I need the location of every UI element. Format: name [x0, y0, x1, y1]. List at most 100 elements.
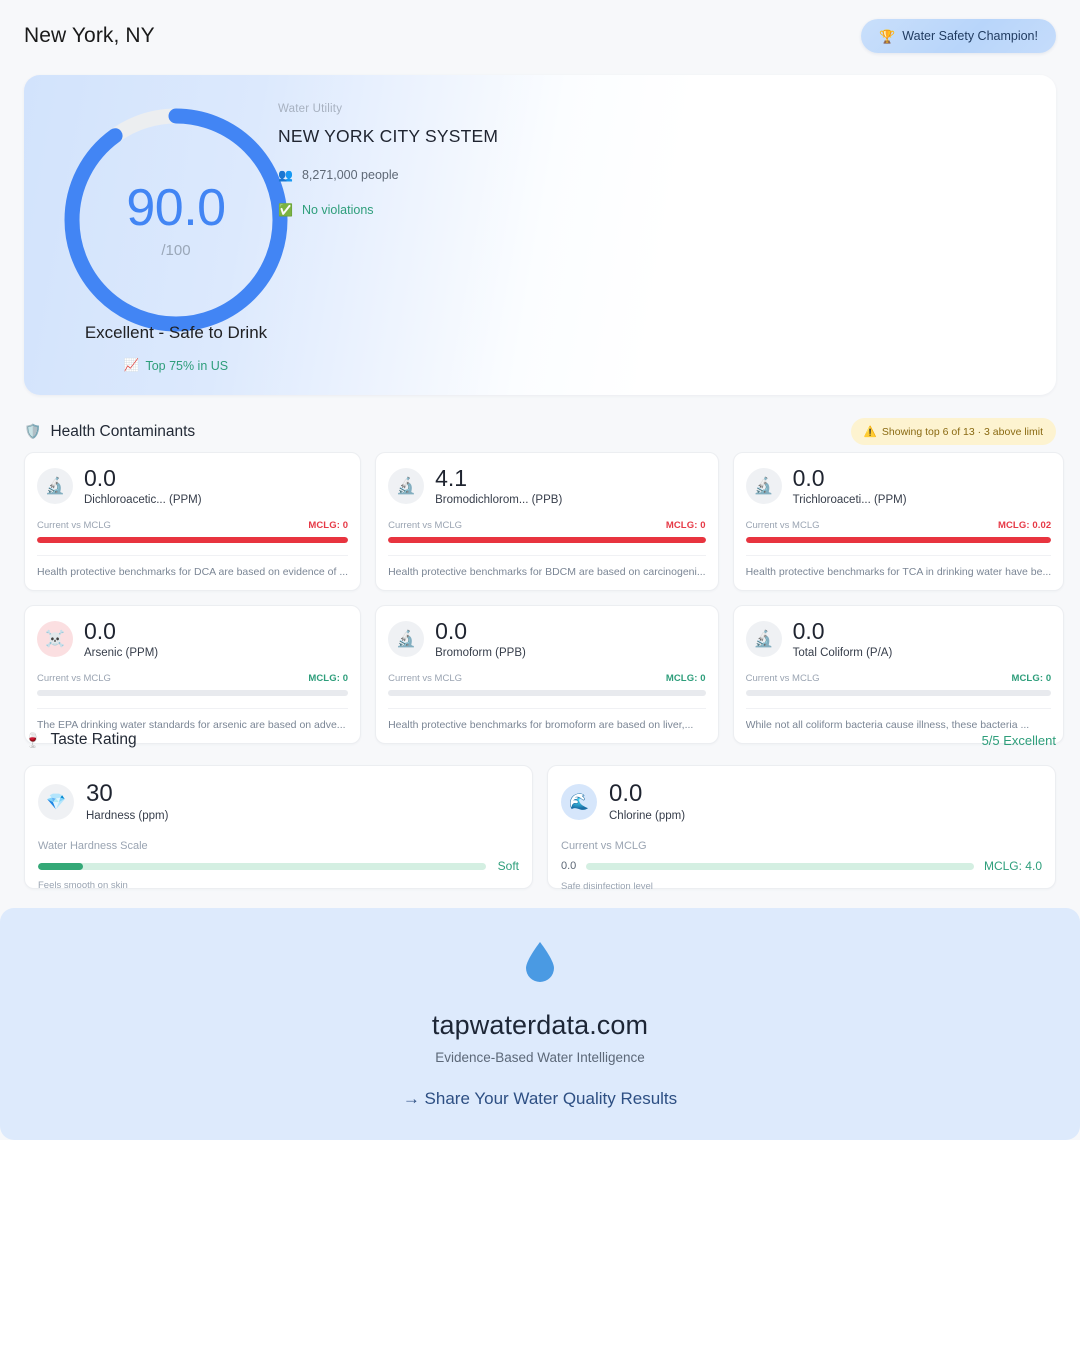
contaminant-meter-label: Current vs MCLG [745, 520, 820, 532]
contaminant-card: 🔬 4.1 Bromodichlorom... (PPB) Current vs MC… [375, 452, 719, 591]
chlorine-bar [586, 862, 974, 870]
utility-name: NEW YORK CITY SYSTEM [278, 126, 499, 146]
contaminant-card: 🔬 0.0 Trichloroaceti... (PPM) Current vs MC… [732, 452, 1065, 591]
trophy-icon: 🏆 [879, 28, 896, 44]
taste-title: Taste Rating [50, 731, 137, 748]
warning-icon: ⚠️ [863, 426, 877, 438]
contaminant-note: Health protective benchmarks for DCA are… [37, 555, 349, 580]
wine-glass-icon: 🍷 [24, 731, 42, 748]
contaminant-card: 🔬 0.0 Dichloroacetic... (PPM) Current vs MC… [24, 452, 362, 591]
score-ring-progress [64, 108, 288, 332]
contaminant-mclg: MCLG: 0.02 [997, 520, 1052, 532]
contaminant-card-text: 0.0 Dichloroacetic... (PPM) [84, 466, 202, 506]
hardness-value: 30 [86, 780, 113, 807]
contaminant-meter-row: Current vs MCLG MCLG: 0 [388, 673, 706, 684]
hardness-card-top: 💎 30 Hardness (ppm) [38, 781, 519, 822]
contaminant-mclg: MCLG: 0 [665, 672, 706, 684]
chlorine-name: Chlorine (ppm) [609, 810, 686, 823]
contaminant-card-top: 🔬 0.0 Total Coliform (P/A) [745, 619, 1052, 659]
score-ring-center: 90.0 /100 [46, 90, 306, 350]
wave-icon: 🌊 [561, 783, 597, 820]
chlorine-current: 0.0 [561, 860, 577, 873]
contaminant-bar-fill [745, 537, 1052, 544]
shield-icon: 🛡️ [24, 423, 42, 439]
score-verdict: Excellent - Safe to Drink [84, 323, 268, 342]
contaminant-card-text: 0.0 Arsenic (PPM) [84, 619, 158, 659]
contaminant-card-grid: 🔬 0.0 Dichloroacetic... (PPM) Current vs MC… [24, 452, 1065, 744]
microscope-icon: 🔬 [745, 468, 782, 505]
contaminant-name: Arsenic (PPM) [84, 646, 159, 659]
hardness-card-text: 30 Hardness (ppm) [86, 781, 168, 822]
contaminant-card-text: 0.0 Bromoform (PPB) [435, 619, 526, 659]
microscope-icon: 🔬 [37, 468, 73, 505]
contaminant-card: ☠️ 0.0 Arsenic (PPM) Current vs MCLG MCLG: 0… [24, 604, 362, 744]
contaminant-card-top: 🔬 4.1 Bromodichlorom... (PPB) [388, 466, 706, 506]
contaminant-bar [388, 689, 706, 696]
contaminant-card: 🔬 0.0 Total Coliform (P/A) Current vs MCLG M… [732, 604, 1065, 744]
utility-info: Water Utility NEW YORK CITY SYSTEM 👥 8,2… [278, 103, 498, 217]
contaminant-name: Dichloroacetic... (PPM) [84, 494, 202, 507]
contaminants-title-group: 🛡️ Health Contaminants [24, 423, 195, 441]
people-icon: 👥 [278, 168, 293, 182]
hardness-scale-label: Water Hardness Scale [38, 840, 148, 853]
violations-label: No violations [301, 203, 374, 217]
contaminant-bar [745, 537, 1052, 544]
utility-population: 👥 8,271,000 people [278, 168, 498, 182]
page-title: New York, NY [24, 24, 155, 47]
contaminant-card-top: 🔬 0.0 Bromoform (PPB) [388, 619, 706, 659]
score-ring-svg [64, 108, 288, 332]
contaminants-section-header: 🛡️ Health Contaminants ⚠️ Showing top 6 … [24, 418, 1056, 445]
skull-icon: ☠️ [37, 620, 73, 657]
chlorine-footnote: Safe disinfection level [561, 881, 653, 893]
contaminant-note: Health protective benchmarks for TCA in … [745, 555, 1052, 580]
chlorine-scale-label: Current vs MCLG [561, 840, 647, 853]
page-footer: tapwaterdata.com Evidence-Based Water In… [0, 908, 1080, 1140]
contaminant-bar-fill [37, 537, 349, 544]
taste-section-header: 🍷 Taste Rating 5/5 Excellent [24, 731, 1056, 749]
contaminant-meter-label: Current vs MCLG [37, 520, 111, 532]
share-results-link[interactable]: → Share Your Water Quality Results [402, 1089, 678, 1108]
contaminant-card-text: 0.0 Trichloroaceti... (PPM) [793, 466, 907, 506]
water-safety-champion-badge[interactable]: 🏆 Water Safety Champion! [861, 19, 1056, 53]
contaminant-value: 0.0 [435, 617, 468, 644]
contaminant-meter-row: Current vs MCLG MCLG: 0 [388, 520, 706, 531]
taste-title-group: 🍷 Taste Rating [24, 731, 137, 749]
contaminant-mclg: MCLG: 0 [308, 672, 349, 684]
hardness-meter-row: Soft [38, 859, 519, 873]
chlorine-card-top: 🌊 0.0 Chlorine (ppm) [561, 781, 1042, 822]
contaminant-note: Health protective benchmarks for bromofo… [388, 707, 706, 733]
chlorine-mclg: MCLG: 4.0 [983, 859, 1042, 874]
contaminant-mclg: MCLG: 0 [308, 520, 349, 532]
population-label: 8,271,000 people [301, 168, 399, 182]
contaminant-name: Trichloroaceti... (PPM) [792, 494, 907, 507]
page-header: New York, NY 🏆 Water Safety Champion! [0, 0, 1080, 72]
contaminant-card-top: 🔬 0.0 Dichloroacetic... (PPM) [37, 466, 348, 506]
taste-card-grid: 💎 30 Hardness (ppm) Water Hardness Scale… [24, 765, 1056, 893]
water-drop-svg [526, 942, 554, 982]
contaminant-value: 4.1 [435, 465, 468, 491]
score-denominator: /100 [161, 241, 191, 259]
utility-violations: ✅ No violations [278, 203, 498, 217]
contaminant-meter-label: Current vs MCLG [745, 672, 820, 684]
overall-score-card: 90.0 /100 Excellent - Safe to Drink 📈 To… [24, 75, 1056, 395]
contaminant-mclg: MCLG: 0 [665, 520, 706, 532]
contaminant-value: 0.0 [84, 617, 116, 644]
contaminant-name: Total Coliform (P/A) [792, 646, 893, 659]
chlorine-card-text: 0.0 Chlorine (ppm) [609, 781, 685, 822]
score-ring: 90.0 /100 [46, 90, 306, 350]
hardness-name: Hardness (ppm) [86, 810, 169, 823]
contaminant-value: 0.0 [792, 617, 825, 644]
contaminant-bar [745, 689, 1052, 696]
contaminant-meter-label: Current vs MCLG [37, 672, 111, 684]
chart-increasing-icon: 📈 [123, 358, 140, 372]
microscope-icon: 🔬 [388, 468, 425, 505]
score-value: 90.0 [126, 178, 226, 237]
chlorine-card: 🌊 0.0 Chlorine (ppm) Current vs MCLG 0.0… [547, 765, 1056, 893]
contaminant-bar [388, 537, 706, 544]
microscope-icon: 🔬 [745, 620, 782, 657]
brand-tagline: Evidence-Based Water Intelligence [435, 1050, 645, 1065]
contaminants-notice-label: Showing top 6 of 13 · 3 above limit [881, 425, 1043, 438]
contaminant-name: Bromoform (PPB) [435, 646, 526, 659]
contaminant-card-text: 0.0 Total Coliform (P/A) [793, 619, 893, 659]
